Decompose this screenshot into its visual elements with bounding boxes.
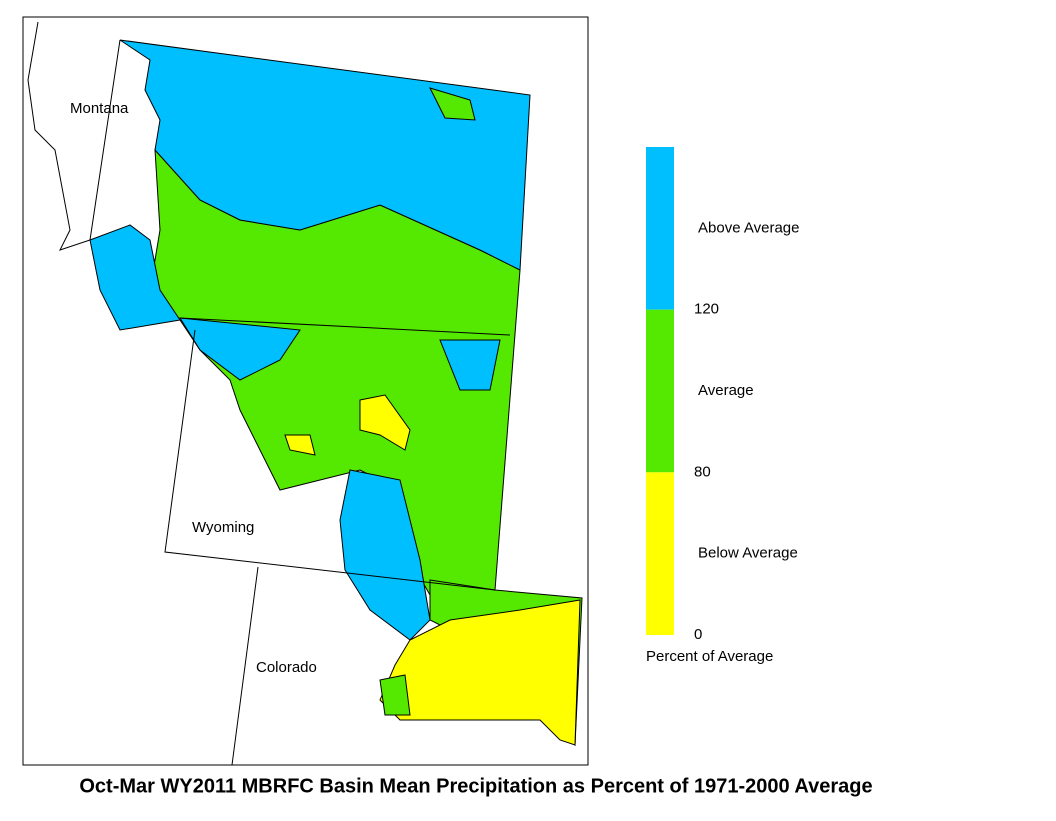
state-border [231, 566, 259, 766]
legend-swatch [646, 147, 674, 310]
basin-region [359, 394, 411, 451]
legend-label: Average [698, 382, 754, 399]
legend-title: Percent of Average [646, 648, 773, 665]
legend-label: Above Average [698, 219, 799, 236]
basin-region [379, 674, 411, 716]
legend-break: 0 [694, 626, 702, 643]
basin-region [119, 39, 531, 271]
state-border [27, 21, 121, 251]
legend-swatch [646, 309, 674, 473]
state-border [179, 317, 511, 336]
basin-region [439, 339, 501, 391]
basin-region [179, 317, 301, 381]
state-label: Montana [70, 100, 129, 117]
state-label: Colorado [256, 659, 317, 676]
legend-swatch [646, 472, 674, 635]
state-borders [27, 21, 511, 766]
legend: Above Average 120 Average 80 Below Average 0 [646, 147, 799, 643]
basin-region [284, 434, 316, 456]
basin-region [429, 87, 476, 121]
legend-break: 80 [694, 463, 711, 480]
legend-label: Below Average [698, 545, 798, 562]
legend-break: 120 [694, 301, 719, 318]
state-label: Wyoming [192, 519, 254, 536]
state-border [164, 329, 496, 591]
map-title: Oct-Mar WY2011 MBRFC Basin Mean Precipit… [79, 775, 872, 797]
basin-region [89, 224, 181, 331]
basins [89, 39, 583, 747]
